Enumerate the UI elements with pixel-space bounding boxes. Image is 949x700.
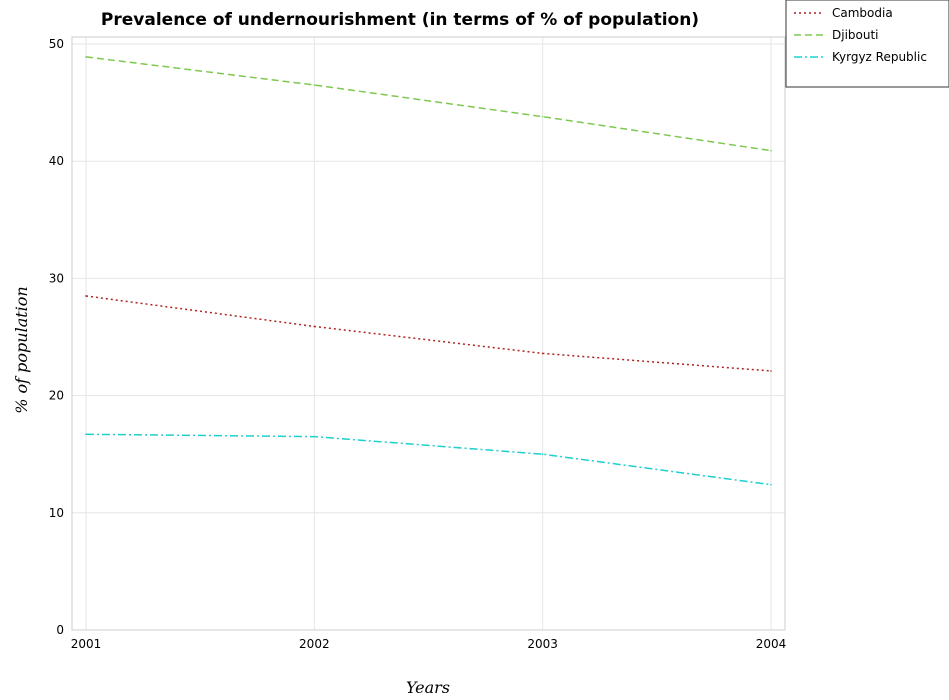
legend-entry: Kyrgyz Republic	[832, 50, 927, 64]
legend-entry: Djibouti	[832, 28, 879, 42]
legend-box	[785, 0, 949, 88]
chart-title: Prevalence of undernourishment (in terms…	[101, 10, 699, 30]
data-point	[770, 483, 772, 486]
data-point	[85, 56, 87, 58]
y-axis-label: % of population	[12, 286, 31, 414]
series-line-kyrgyz-republic	[85, 433, 772, 486]
y-tick-label: 40	[49, 154, 64, 168]
data-point	[313, 84, 316, 86]
legend: Cambodia Djibouti Kyrgyz Republic	[785, 0, 949, 88]
ticks: 0 10 20 30 40 50 2001 2002 2003 2004	[49, 37, 787, 651]
x-tick-label: 2003	[527, 637, 558, 651]
data-point	[313, 435, 316, 438]
data-point	[85, 295, 87, 297]
y-tick-label: 0	[56, 623, 64, 637]
x-tick-label: 2001	[71, 637, 102, 651]
data-point	[770, 149, 772, 152]
series	[85, 56, 772, 486]
x-axis-label: Years	[406, 678, 450, 697]
y-tick-label: 50	[49, 37, 64, 51]
y-tick-label: 30	[49, 271, 64, 285]
grid	[72, 37, 785, 631]
x-tick-label: 2004	[756, 637, 787, 651]
data-point	[313, 325, 316, 328]
data-point	[541, 115, 544, 118]
y-tick-label: 20	[49, 389, 64, 403]
data-point	[541, 453, 544, 456]
x-tick-label: 2002	[299, 637, 330, 651]
series-line-cambodia	[85, 295, 772, 372]
data-point	[85, 433, 87, 436]
y-tick-label: 10	[49, 506, 64, 520]
axes	[71, 36, 786, 631]
legend-entry: Cambodia	[832, 6, 893, 20]
data-point	[541, 352, 544, 355]
series-line-djibouti	[85, 56, 772, 152]
data-point	[770, 370, 772, 372]
plot-frame	[71, 36, 786, 631]
